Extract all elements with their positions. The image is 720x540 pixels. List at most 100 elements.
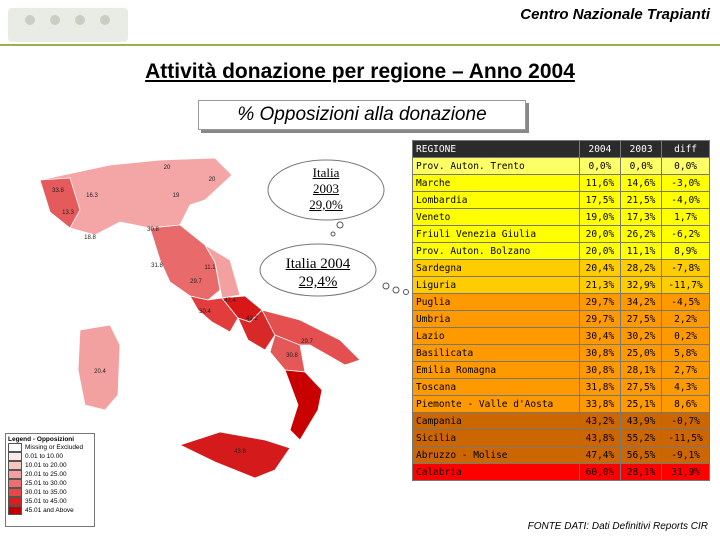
map-label: 29.7 bbox=[190, 279, 202, 285]
table-cell: 0,0% bbox=[578, 157, 622, 175]
table-cell: 30,2% bbox=[620, 327, 663, 345]
legend-label: Missing or Excluded bbox=[25, 444, 84, 451]
map-label: 43.2 bbox=[246, 316, 258, 322]
header-title: Centro Nazionale Trapianti bbox=[520, 6, 710, 23]
table-row: Veneto 19,0% 17,3% 1,7% bbox=[412, 208, 710, 226]
table-cell: 43,2% bbox=[578, 412, 622, 430]
slide-title: Attività donazione per regione – Anno 20… bbox=[145, 60, 575, 83]
table-row: Sicilia 43,8% 55,2% -11,5% bbox=[412, 429, 710, 447]
legend-item: 10.01 to 20.00 bbox=[8, 461, 92, 470]
table-row: Sardegna 20,4% 28,2% -7,8% bbox=[412, 259, 710, 277]
region-name: Liguria bbox=[412, 276, 580, 294]
table-row: Lazio 30,4% 30,2% 0,2% bbox=[412, 327, 710, 345]
table-cell: -3,0% bbox=[661, 174, 710, 192]
region-name: Prov. Auton. Trento bbox=[412, 157, 580, 175]
table-cell: 20,0% bbox=[578, 242, 622, 260]
map-label: 18.8 bbox=[84, 235, 96, 241]
slide-subtitle: % Opposizioni alla donazione bbox=[198, 100, 526, 130]
callout-cloud bbox=[259, 243, 377, 297]
table-cell: 21,3% bbox=[578, 276, 622, 294]
table-cell: 33,8% bbox=[578, 395, 622, 413]
region-name: Lombardia bbox=[412, 191, 580, 209]
region-name: Puglia bbox=[412, 293, 580, 311]
table-cell: -6,2% bbox=[661, 225, 710, 243]
region-name: Prov. Auton. Bolzano bbox=[412, 242, 580, 260]
region-name: Campania bbox=[412, 412, 580, 430]
table-cell: 30,4% bbox=[578, 327, 622, 345]
table-row: Emilia Romagna 30,8% 28,1% 2,7% bbox=[412, 361, 710, 379]
legend-label: 30.01 to 35.00 bbox=[25, 489, 67, 496]
header-rule bbox=[0, 44, 720, 46]
table-cell: 14,6% bbox=[620, 174, 663, 192]
table-cell: 56,5% bbox=[620, 446, 663, 464]
region-name: Abruzzo - Molise bbox=[412, 446, 580, 464]
table-cell: 17,3% bbox=[620, 208, 663, 226]
region-name: Sardegna bbox=[412, 259, 580, 277]
legend-swatch bbox=[8, 488, 22, 497]
table-cell: 0,2% bbox=[661, 327, 710, 345]
table-cell: 1,7% bbox=[661, 208, 710, 226]
legend-swatch bbox=[8, 443, 22, 452]
region-name: Basilicata bbox=[412, 344, 580, 362]
table-cell: 43,9% bbox=[620, 412, 663, 430]
legend-swatch bbox=[8, 506, 22, 515]
legend-swatch bbox=[8, 470, 22, 479]
footer: FONTE DATI: Dati Definitivi Reports CIR bbox=[527, 521, 708, 532]
table-row: Marche 11,6% 14,6% -3,0% bbox=[412, 174, 710, 192]
table-cell: -4,0% bbox=[661, 191, 710, 209]
column-header: 2004 bbox=[578, 140, 622, 158]
table-cell: -0,7% bbox=[661, 412, 710, 430]
table-cell: -11,5% bbox=[661, 429, 710, 447]
table-cell: 32,9% bbox=[620, 276, 663, 294]
map-label: 31.8 bbox=[151, 263, 163, 269]
table-cell: 2,2% bbox=[661, 310, 710, 328]
column-header: 2003 bbox=[620, 140, 663, 158]
region-name: Emilia Romagna bbox=[412, 361, 580, 379]
table-cell: -7,8% bbox=[661, 259, 710, 277]
legend-item: 0.01 to 10.00 bbox=[8, 452, 92, 461]
table-cell: 28,1% bbox=[620, 463, 663, 481]
table-cell: 0,0% bbox=[661, 157, 710, 175]
legend-swatch bbox=[8, 497, 22, 506]
table-row: Basilicata 30,8% 25,0% 5,8% bbox=[412, 344, 710, 362]
region-name: Sicilia bbox=[412, 429, 580, 447]
legend-title: Legend - Opposizioni bbox=[8, 436, 75, 443]
map-label: 20 bbox=[164, 165, 171, 171]
table-cell: 31,9% bbox=[661, 463, 710, 481]
legend-item: 30.01 to 35.00 bbox=[8, 488, 92, 497]
map-label: 13.3 bbox=[62, 210, 74, 216]
table-cell: 34,2% bbox=[620, 293, 663, 311]
callout-line: 29,4% bbox=[298, 274, 338, 290]
table-cell: 2,7% bbox=[661, 361, 710, 379]
table-cell: 21,5% bbox=[620, 191, 663, 209]
legend-label: 10.01 to 20.00 bbox=[25, 462, 67, 469]
region-name: Toscana bbox=[412, 378, 580, 396]
table-cell: -9,1% bbox=[661, 446, 710, 464]
table-cell: 25,0% bbox=[620, 344, 663, 362]
table-cell: 8,6% bbox=[661, 395, 710, 413]
map-label: 33.8 bbox=[52, 188, 64, 194]
table-row: Calabria 60,0% 28,1% 31,9% bbox=[412, 463, 710, 481]
table-cell: 60,0% bbox=[578, 463, 622, 481]
table-cell: 5,8% bbox=[661, 344, 710, 362]
table-cell: 17,5% bbox=[578, 191, 622, 209]
region-name: Veneto bbox=[412, 208, 580, 226]
legend-label: 25.01 to 30.00 bbox=[25, 480, 67, 487]
table-cell: 31,8% bbox=[578, 378, 622, 396]
callout-line: Italia bbox=[312, 165, 340, 180]
map-label: 47.4 bbox=[224, 298, 236, 304]
table-cell: 28,2% bbox=[620, 259, 663, 277]
table-cell: 20,0% bbox=[578, 225, 622, 243]
table-cell: 19,0% bbox=[578, 208, 622, 226]
table-row: Campania 43,2% 43,9% -0,7% bbox=[412, 412, 710, 430]
table-cell: 27,5% bbox=[620, 378, 663, 396]
region-name: Umbria bbox=[412, 310, 580, 328]
connector-dots bbox=[330, 221, 409, 295]
legend-label: 35.01 to 45.00 bbox=[25, 498, 67, 505]
callout-cloud bbox=[267, 159, 385, 221]
legend-item: Missing or Excluded bbox=[8, 443, 92, 452]
map-label: 20 bbox=[209, 177, 216, 183]
table-cell: -11,7% bbox=[661, 276, 710, 294]
legend: Legend - Opposizioni Missing or Excluded… bbox=[5, 433, 95, 527]
map-label: 30.8 bbox=[147, 227, 159, 233]
